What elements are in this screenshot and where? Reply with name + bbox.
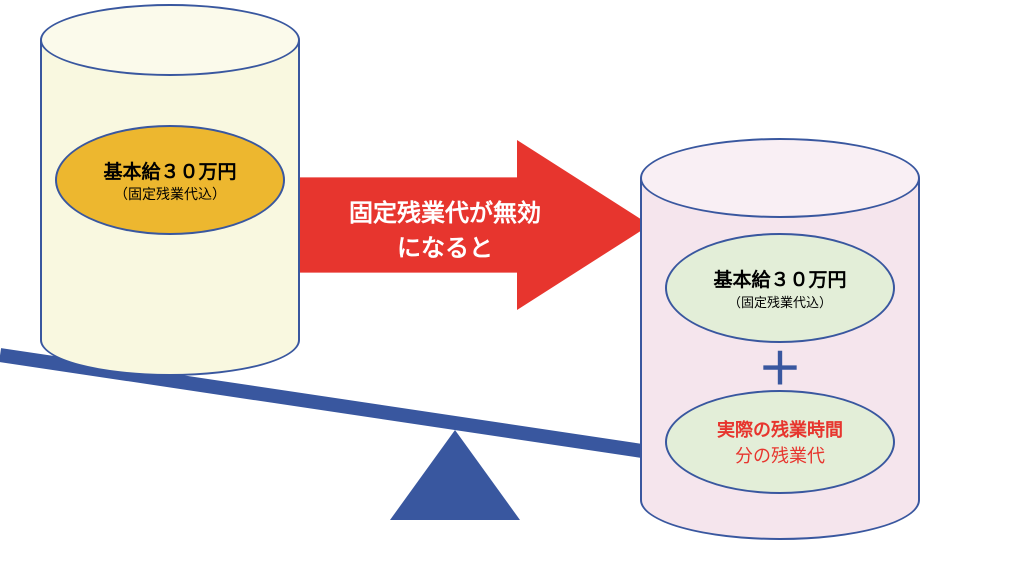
diagram-stage: 基本給３０万円 （固定残業代込） 固定残業代が無効 になると 基本給３０万円 （… [0,0,1024,577]
arrow-label-line2: になると [330,232,560,267]
right-cylinder: 基本給３０万円 （固定残業代込） ＋ 実際の残業時間 分の残業代 [640,138,920,540]
arrow-label-line1: 固定残業代が無効 [330,197,560,232]
plus-sign: ＋ [758,348,802,392]
left-salary-oval: 基本給３０万円 （固定残業代込） [55,125,285,235]
right-salary-oval: 基本給３０万円 （固定残業代込） [665,233,895,343]
left-cylinder: 基本給３０万円 （固定残業代込） [40,4,300,376]
right-salary-line2: （固定残業代込） [728,292,832,311]
left-salary-line1: 基本給３０万円 [103,157,236,184]
left-salary-line2: （固定残業代込） [114,184,226,204]
right-salary-line1: 基本給３０万円 [713,265,846,292]
right-overtime-oval: 実際の残業時間 分の残業代 [665,390,895,494]
seesaw-fulcrum [390,430,520,520]
left-cylinder-top [40,4,300,76]
arrow-label: 固定残業代が無効 になると [330,197,560,267]
right-overtime-line2: 分の残業代 [735,442,825,468]
right-overtime-line1: 実際の残業時間 [717,416,843,442]
right-cylinder-top [640,138,920,218]
